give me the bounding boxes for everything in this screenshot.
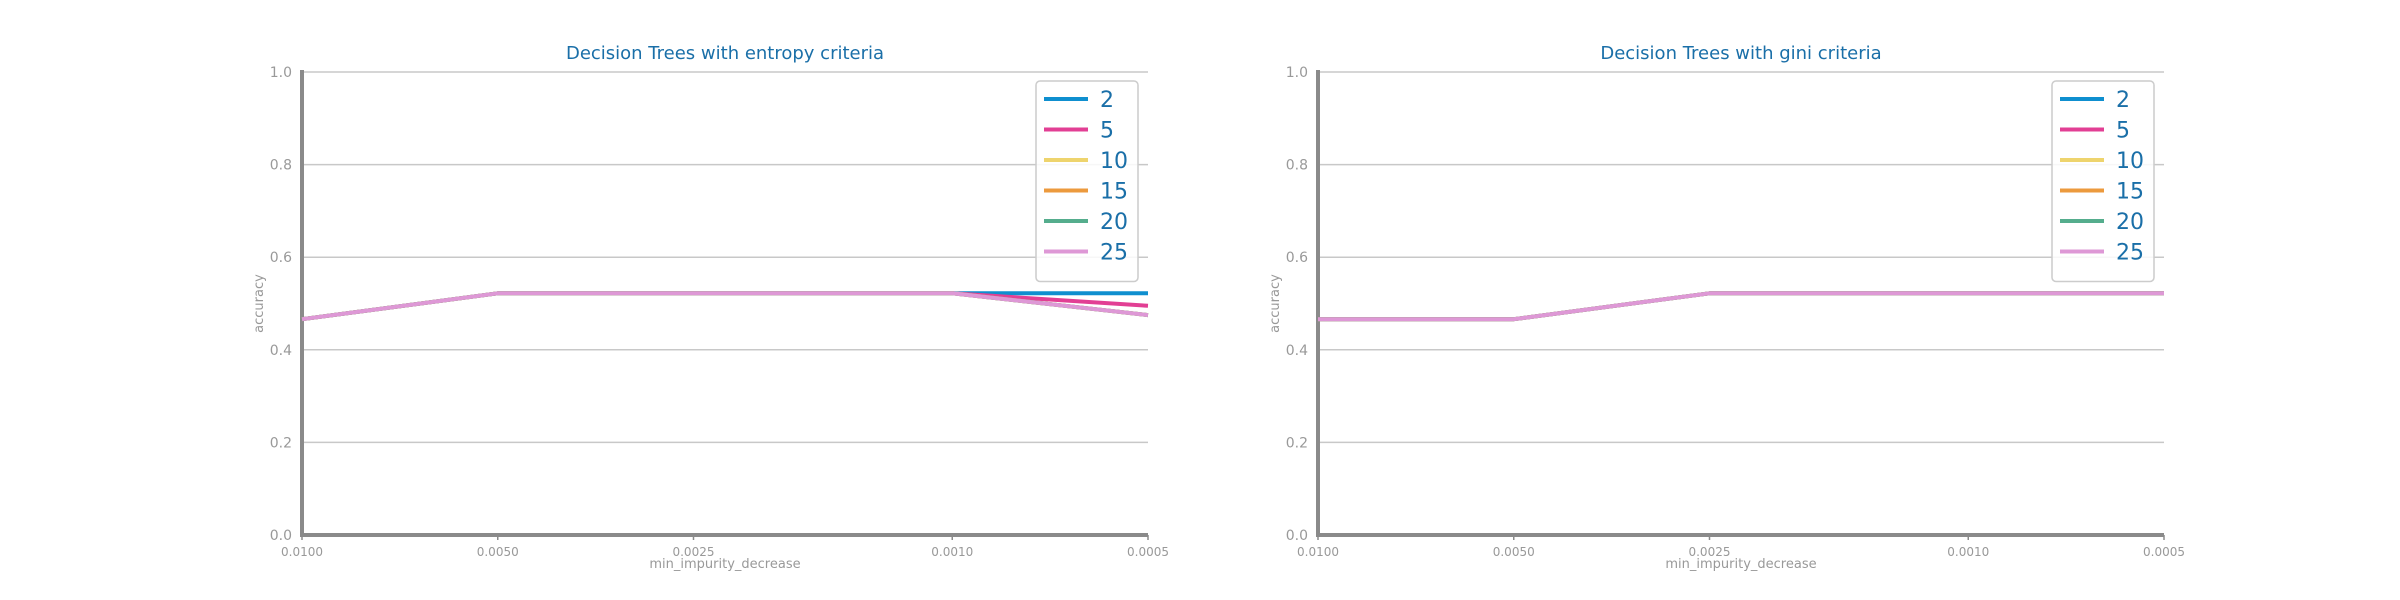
legend-label: 5 xyxy=(2116,119,2130,144)
chart-panel-2: Decision Trees with gini criteria 0.0 0.2 0… xyxy=(1268,43,2185,572)
x-tick-label: 0.0005 xyxy=(1127,545,1169,559)
legend-label: 25 xyxy=(2116,241,2144,266)
x-tick-label: 0.0050 xyxy=(477,545,519,559)
legend-label: 2 xyxy=(2116,88,2130,113)
x-axis-label: min_impurity_decrease xyxy=(1665,557,1816,572)
y-tick-label: 0.0 xyxy=(270,528,292,544)
y-axis-label: accuracy xyxy=(1268,274,1283,333)
y-tick-label: 0.6 xyxy=(1286,250,1308,266)
legend-label: 25 xyxy=(1100,241,1128,266)
x-tick-label: 0.0025 xyxy=(1688,545,1730,559)
x-tick-label: 0.0010 xyxy=(931,545,973,559)
series-line-20 xyxy=(1318,291,2164,322)
legend-label: 2 xyxy=(1100,88,1114,113)
y-axis-label: accuracy xyxy=(252,274,267,333)
series-line-10 xyxy=(1318,291,2164,322)
chart-panel-1: Decision Trees with entropy criteria0.00… xyxy=(252,43,1169,572)
y-tick-label: 0.4 xyxy=(270,343,292,359)
series-group xyxy=(1318,291,2164,322)
x-tick-label: 0.0050 xyxy=(1493,545,1535,559)
y-tick-label: 0.2 xyxy=(1286,435,1308,451)
series-line-25 xyxy=(1318,291,2164,322)
x-tick-label: 0.0100 xyxy=(281,545,323,559)
y-tick-label: 0.2 xyxy=(270,435,292,451)
x-axis-label: min_impurity_decrease xyxy=(649,557,800,572)
series-line-2 xyxy=(1318,291,2164,322)
x-tick-label: 0.0025 xyxy=(672,545,714,559)
legend-label: 10 xyxy=(1100,149,1128,174)
legend-label: 10 xyxy=(2116,149,2144,174)
y-tick-label: 0.4 xyxy=(1286,343,1308,359)
legend-label: 15 xyxy=(2116,180,2144,205)
chart-title: Decision Trees with gini criteria xyxy=(1600,43,1881,64)
x-tick-label: 0.0005 xyxy=(2143,545,2185,559)
y-tick-label: 0.0 xyxy=(1286,528,1308,544)
legend-label: 5 xyxy=(1100,119,1114,144)
series-line-5 xyxy=(301,291,1149,322)
chart-title: Decision Trees with entropy criteria xyxy=(566,43,884,64)
legend-label: 15 xyxy=(1100,180,1128,205)
series-line-15 xyxy=(1318,291,2164,322)
x-tick-label: 0.0010 xyxy=(1947,545,1989,559)
legend-label: 20 xyxy=(2116,210,2144,235)
y-tick-label: 1.0 xyxy=(270,65,292,81)
legend-label: 20 xyxy=(1100,210,1128,235)
x-tick-label: 0.0100 xyxy=(1297,545,1339,559)
series-line-5 xyxy=(1318,291,2164,322)
series-line-25 xyxy=(301,291,1149,322)
y-tick-label: 1.0 xyxy=(1286,65,1308,81)
y-tick-label: 0.6 xyxy=(270,250,292,266)
y-tick-label: 0.8 xyxy=(1286,158,1308,174)
y-tick-label: 0.8 xyxy=(270,158,292,174)
series-group xyxy=(301,291,1149,322)
